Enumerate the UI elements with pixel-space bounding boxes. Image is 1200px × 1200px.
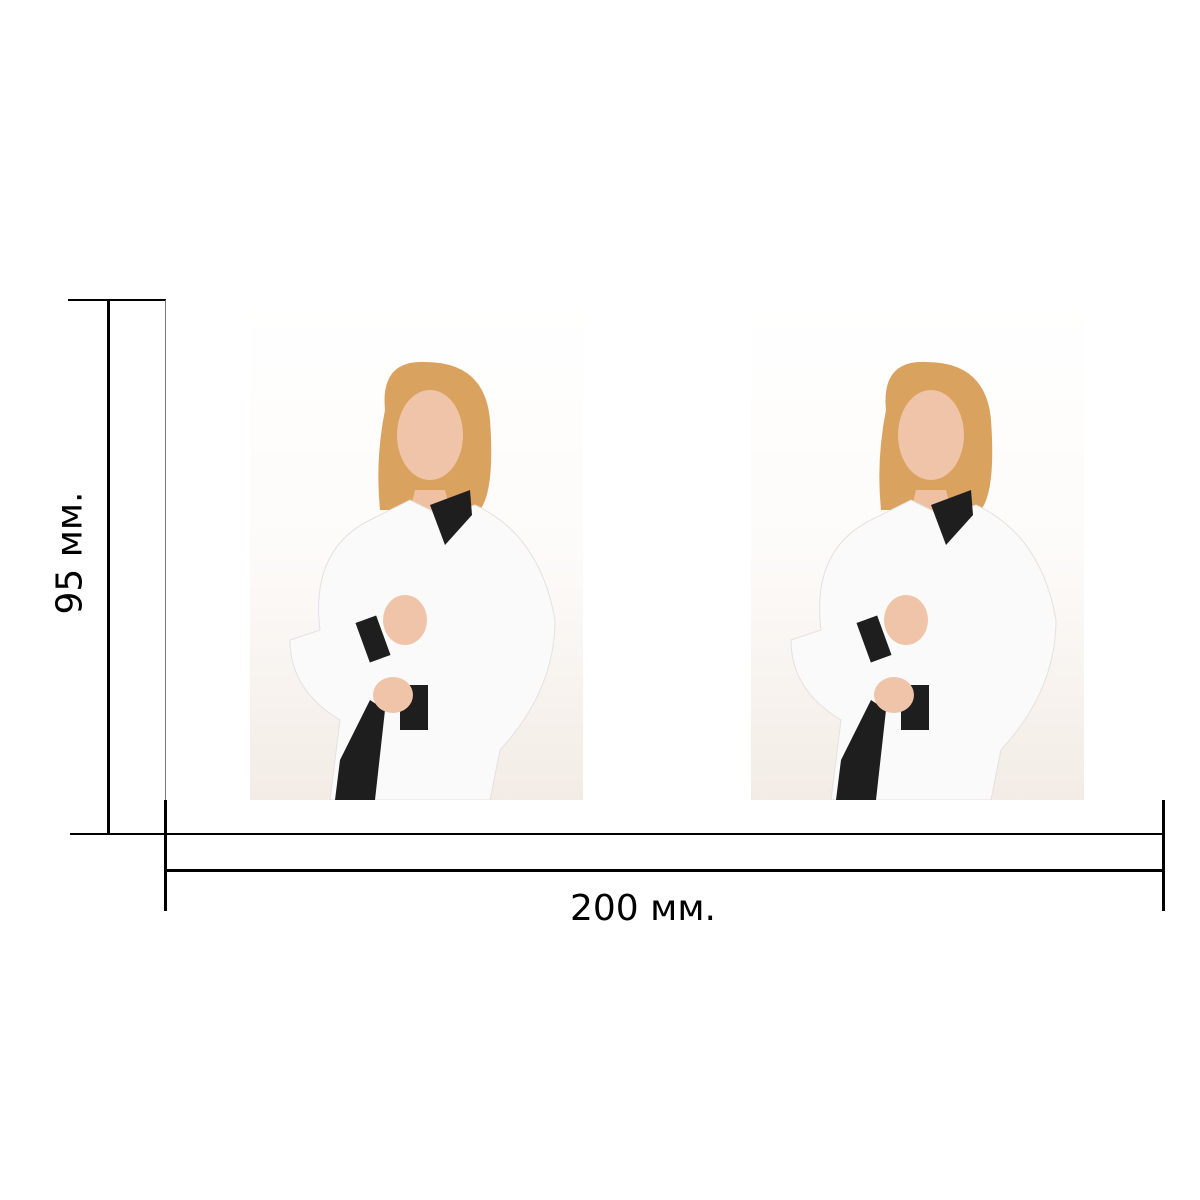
- woman-portrait-image: [289, 361, 556, 800]
- photo-left: [250, 300, 583, 800]
- height-label: 95 мм.: [49, 491, 91, 615]
- width-dimension-left-tick: [164, 800, 167, 911]
- woman-portrait-image: [790, 361, 1057, 800]
- width-dimension-line: [165, 869, 1164, 872]
- width-dimension-right-tick: [1162, 800, 1165, 911]
- height-dimension-bottom-tick: [70, 833, 1164, 835]
- height-dimension-top-tick: [68, 299, 166, 301]
- height-dimension-line: [107, 300, 110, 835]
- print-area-left-edge: [165, 300, 166, 800]
- width-label: 200 мм.: [570, 888, 716, 929]
- photo-right: [751, 300, 1084, 800]
